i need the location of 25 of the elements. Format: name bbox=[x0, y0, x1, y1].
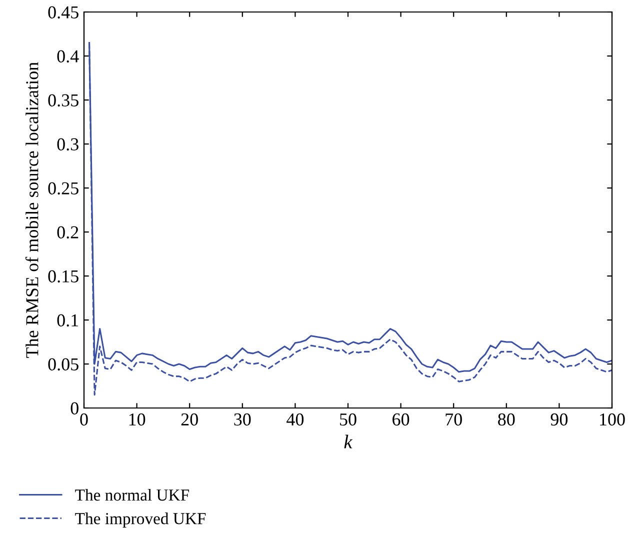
x-tick-label: 70 bbox=[446, 413, 462, 426]
y-tick-label: 0.05 bbox=[48, 358, 78, 371]
x-axis-title: k bbox=[344, 434, 353, 448]
x-tick-label: 60 bbox=[392, 413, 410, 426]
y-tick-label: 0.25 bbox=[48, 182, 78, 195]
x-tick-label: 10 bbox=[129, 413, 146, 426]
y-tick-label: 0.4 bbox=[57, 50, 79, 63]
x-tick-label: 40 bbox=[286, 413, 304, 426]
y-tick-label: 0.2 bbox=[57, 226, 78, 239]
y-tick-label: 0.45 bbox=[48, 6, 78, 19]
y-axis-title: The RMSE of mobile source localization bbox=[25, 62, 38, 358]
y-tick-label: 0 bbox=[70, 402, 78, 414]
legend-label: The improved UKF bbox=[75, 512, 206, 528]
x-tick-label: 50 bbox=[340, 413, 356, 426]
y-tick-label: 0.1 bbox=[57, 314, 78, 327]
x-tick-label: 0 bbox=[80, 413, 88, 426]
x-tick-label: 90 bbox=[550, 413, 568, 426]
x-tick-label: 30 bbox=[234, 413, 251, 426]
x-tick-label: 100 bbox=[600, 413, 625, 426]
x-tick-label: 80 bbox=[498, 413, 515, 426]
y-tick-label: 0.3 bbox=[57, 138, 78, 151]
x-tick-label: 20 bbox=[181, 413, 198, 426]
legend-label: The normal UKF bbox=[75, 488, 189, 501]
y-tick-label: 0.15 bbox=[48, 270, 78, 283]
y-tick-label: 0.35 bbox=[48, 94, 78, 107]
